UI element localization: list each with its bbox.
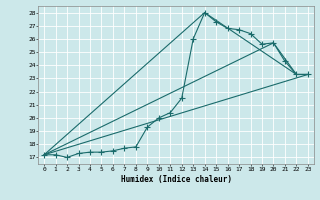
X-axis label: Humidex (Indice chaleur): Humidex (Indice chaleur): [121, 175, 231, 184]
